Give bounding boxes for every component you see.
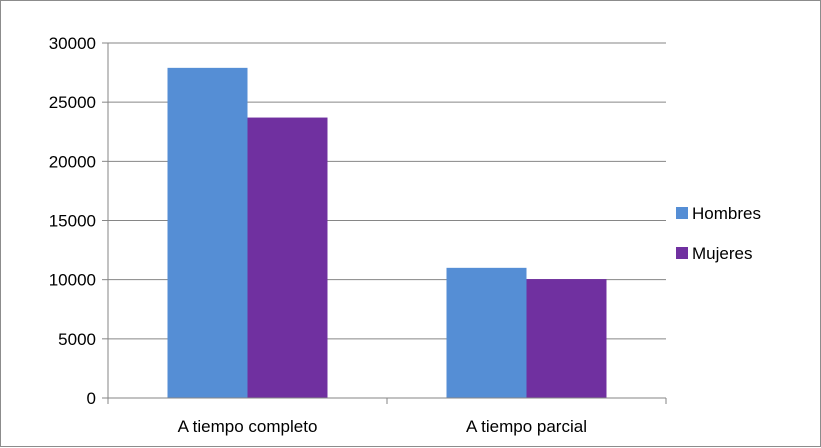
y-tick-label: 0 xyxy=(87,389,96,408)
bar-mujeres-1 xyxy=(247,117,328,399)
y-tick-label: 30000 xyxy=(49,34,96,53)
x-tick-labels: A tiempo completo A tiempo parcial xyxy=(178,417,587,436)
legend-label-mujeres: Mujeres xyxy=(692,244,752,263)
bars xyxy=(167,67,607,399)
y-tick-label: 10000 xyxy=(49,271,96,290)
x-tick-label: A tiempo completo xyxy=(178,417,318,436)
bar-hombres-1 xyxy=(167,67,248,398)
y-tick-label: 25000 xyxy=(49,93,96,112)
axes xyxy=(102,42,667,404)
legend-swatch-hombres xyxy=(676,207,688,219)
y-tick-label: 20000 xyxy=(49,152,96,171)
legend-label-hombres: Hombres xyxy=(692,204,761,223)
y-tick-labels: 0 5000 10000 15000 20000 25000 30000 xyxy=(49,34,96,408)
x-tick-label: A tiempo parcial xyxy=(466,417,587,436)
legend: Hombres Mujeres xyxy=(676,204,761,263)
y-tick-label: 5000 xyxy=(58,330,96,349)
y-tick-label: 15000 xyxy=(49,212,96,231)
bar-mujeres-2 xyxy=(526,279,607,398)
bar-hombres-2 xyxy=(446,267,527,398)
legend-swatch-mujeres xyxy=(676,247,688,259)
